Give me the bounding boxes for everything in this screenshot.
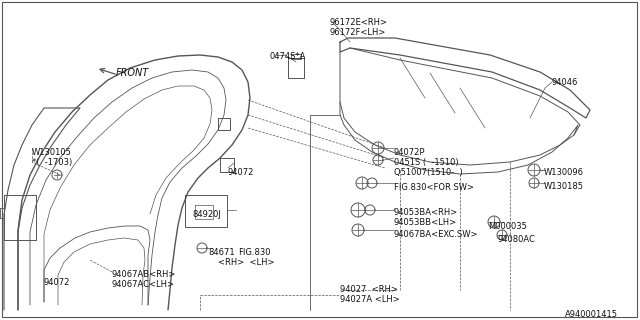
Text: Q51007(1510-  ): Q51007(1510- ) — [394, 168, 463, 177]
Text: 94053BB<LH>: 94053BB<LH> — [394, 218, 457, 227]
Text: 94080AC: 94080AC — [498, 235, 536, 244]
Text: 0451S (  -1510): 0451S ( -1510) — [394, 158, 459, 167]
Text: 94072: 94072 — [228, 168, 254, 177]
Text: 84920J: 84920J — [192, 210, 221, 219]
Text: 96172F<LH>: 96172F<LH> — [330, 28, 387, 37]
Text: W130185: W130185 — [544, 182, 584, 191]
Text: W130105: W130105 — [32, 148, 72, 157]
Text: M000035: M000035 — [488, 222, 527, 231]
Text: 94067AB<RH>: 94067AB<RH> — [112, 270, 177, 279]
Text: <RH>  <LH>: <RH> <LH> — [218, 258, 275, 267]
Text: FIG.830: FIG.830 — [238, 248, 271, 257]
Text: 94046: 94046 — [552, 78, 579, 87]
Text: A940001415: A940001415 — [565, 310, 618, 319]
Text: 96172E<RH>: 96172E<RH> — [330, 18, 388, 27]
Text: 0474S*A: 0474S*A — [270, 52, 307, 61]
Text: 94067BA<EXC.SW>: 94067BA<EXC.SW> — [394, 230, 479, 239]
Text: W130096: W130096 — [544, 168, 584, 177]
Text: *(  -1703): *( -1703) — [32, 158, 72, 167]
Text: FIG.830<FOR SW>: FIG.830<FOR SW> — [394, 183, 474, 192]
Text: 94072: 94072 — [44, 278, 70, 287]
Text: 84671: 84671 — [208, 248, 235, 257]
Text: 94053BA<RH>: 94053BA<RH> — [394, 208, 458, 217]
Text: 94072P: 94072P — [394, 148, 426, 157]
Text: 94027  <RH>: 94027 <RH> — [340, 285, 398, 294]
Text: 94067AC<LH>: 94067AC<LH> — [112, 280, 175, 289]
Text: FRONT: FRONT — [116, 68, 149, 78]
Text: 94027A <LH>: 94027A <LH> — [340, 295, 400, 304]
